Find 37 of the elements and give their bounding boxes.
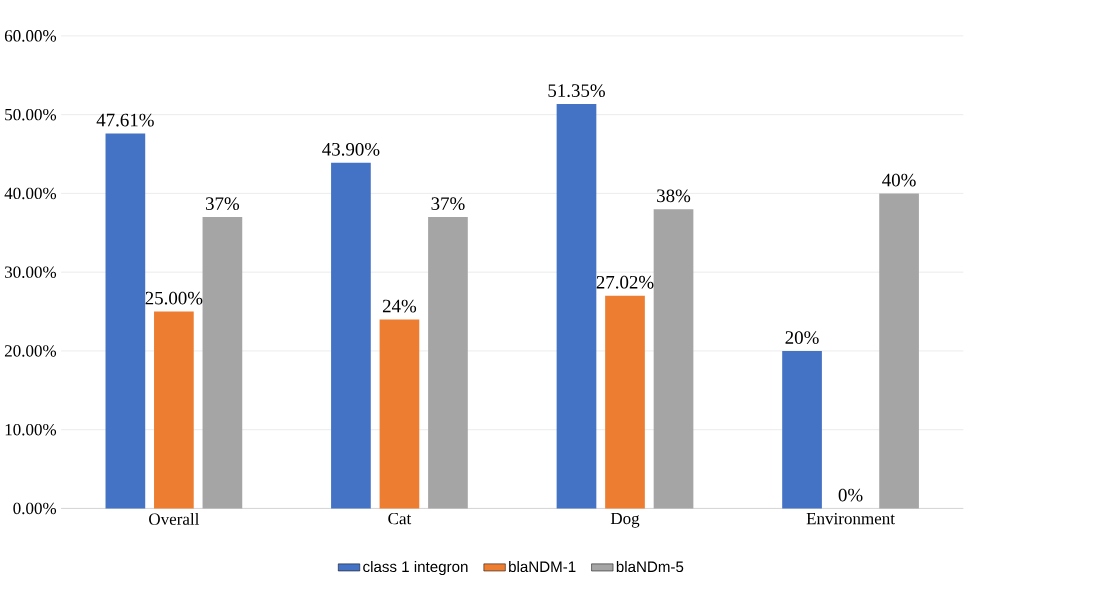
data-label: 27.02% — [596, 276, 654, 289]
y-tick-label: 40.00% — [4, 187, 57, 200]
data-label: 20% — [785, 331, 819, 345]
data-label: 25.00% — [145, 291, 203, 305]
data-label: 47.61% — [96, 113, 154, 127]
bar — [154, 311, 194, 509]
bar — [428, 217, 468, 509]
data-label: 38% — [657, 189, 691, 203]
bar — [202, 217, 243, 509]
x-tick-label: Environment — [806, 513, 895, 525]
bar — [782, 351, 822, 509]
x-tick-label: Cat — [388, 513, 412, 525]
x-tick-label: Dog — [610, 513, 640, 528]
bar — [653, 209, 694, 509]
data-label: 37% — [205, 197, 240, 211]
data-label: 37% — [431, 197, 465, 211]
y-tick-label: 10.00% — [5, 424, 57, 436]
x-tick-label: Overall — [149, 513, 200, 526]
data-label: 0% — [838, 488, 863, 502]
bar — [605, 295, 645, 509]
bar — [379, 319, 420, 509]
bar — [105, 133, 146, 509]
legend-label: class 1 integron — [363, 561, 468, 576]
y-tick-label: 50.00% — [5, 109, 57, 121]
data-label: 40% — [882, 173, 916, 187]
y-tick-label: 30.00% — [5, 266, 57, 279]
bar — [331, 162, 371, 509]
legend-label: blaNDm-5 — [616, 561, 684, 573]
legend-label: blaNDM-1 — [509, 561, 576, 573]
data-label: 43.90% — [322, 143, 380, 156]
data-label: 51.35% — [548, 84, 605, 98]
data-label: 24% — [382, 299, 417, 313]
y-tick-label: 60.00% — [4, 30, 57, 42]
bar — [556, 104, 597, 509]
bar — [879, 193, 919, 509]
y-tick-label: 20.00% — [4, 345, 57, 357]
y-tick-label: 0.00% — [13, 502, 57, 515]
